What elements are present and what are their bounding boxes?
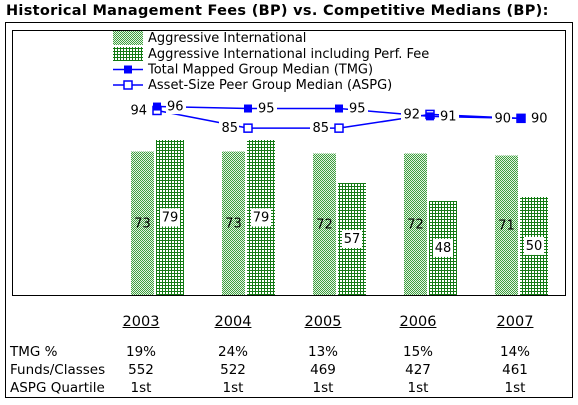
tmg-marker [517,114,525,123]
bar-value-label: 71 [498,218,515,233]
bar-value-label: 72 [316,217,333,232]
tmg-marker [426,112,434,121]
chart-title: Historical Management Fees (BP) vs. Comp… [6,3,549,19]
legend-item: Asset-Size Peer Group Median (ASPG) [113,78,392,93]
legend-label: Aggressive International including Perf.… [148,47,429,62]
tmg-value-label-box [530,110,550,126]
aspg-legend-marker [123,80,133,90]
legend-item: Aggressive International [113,31,306,46]
aspg-marker [334,123,344,133]
aspg-value-label-box [401,106,421,122]
tmg-value-label: 95 [258,102,275,117]
dotted-bar [313,153,336,295]
chart-frame [5,22,573,398]
aspg-marker [243,123,253,133]
line-value-labels-group: 94 85 85 92 90 96 95 95 91 90 [128,99,550,136]
bar-value-label: 57 [344,232,361,247]
tmg-value-label-box [257,101,277,117]
row-label-tmg-pct: TMG % [10,344,58,360]
bar-value-label: 48 [435,241,452,256]
dotted-bar [404,153,427,295]
tmg-value-label: 91 [440,109,457,124]
row-label-aspg-quartile: ASPG Quartile [10,380,105,396]
year-label: 2004 [214,314,252,330]
bars-group [131,139,548,295]
legend-label: Total Mapped Group Median (TMG) [147,63,373,78]
bar-value-label-box [160,208,180,227]
table-cell: 1st [130,380,152,396]
year-label: 2005 [304,314,342,330]
legend-item: Aggressive International including Perf.… [113,47,429,62]
tmg-marker [153,102,161,111]
bar-value-label-box [342,230,362,249]
dotted-legend-swatch [113,31,143,45]
tmg-value-label-box [439,108,459,124]
bar-value-label: 50 [526,239,543,254]
bar-value-label: 73 [225,216,242,231]
aspg-value-label: 85 [312,121,329,136]
legend-item: Total Mapped Group Median (TMG) [113,63,373,78]
tmg-legend-marker [124,65,132,74]
bar-value-label-box [251,208,271,227]
aspg-value-label-box [310,120,330,136]
table-cell: 19% [125,344,156,360]
legend-label: Asset-Size Peer Group Median (ASPG) [148,78,392,93]
aspg-value-label-box [492,110,512,126]
grid-legend-swatch [113,47,143,61]
bar-value-label: 79 [162,210,179,225]
table-cell: 461 [502,362,528,378]
tmg-marker [335,104,343,113]
aspg-value-label: 90 [494,111,511,126]
bar-value-label: 72 [407,217,424,232]
legend-label: Aggressive International [148,31,306,46]
aspg-value-label-box [219,120,239,136]
dotted-bar [495,155,518,295]
dotted-bar [222,151,245,295]
aspg-value-label: 85 [221,121,238,136]
tmg-marker [244,104,252,113]
table-cell: 24% [217,344,248,360]
table-cell: 1st [222,380,244,396]
year-label: 2006 [399,314,437,330]
bar-value-label-box [433,238,453,257]
tmg-value-label: 95 [349,102,366,117]
tmg-value-label-box [166,99,186,115]
bar-value-label: 73 [134,216,151,231]
tmg-value-label-box [348,101,368,117]
year-label: 2003 [122,314,160,330]
aspg-value-label-box [128,102,148,118]
plot-area [12,30,566,296]
table-cell: 427 [405,362,431,378]
bar-value-labels-group: 73 73 72 72 71 79 79 57 48 50 [134,208,544,257]
tmg-value-label: 96 [167,100,184,115]
table-cell: 1st [504,380,526,396]
year-label: 2007 [496,314,534,330]
bar-value-label: 79 [253,210,270,225]
table-cell: 14% [499,344,530,360]
table-cell: 469 [310,362,336,378]
table-cell: 15% [402,344,433,360]
tmg-value-label: 90 [531,111,548,126]
aspg-value-label: 92 [403,107,420,122]
table-cell: 1st [312,380,334,396]
table-cell: 552 [128,362,154,378]
lines-group [152,102,526,133]
aspg-value-label: 94 [130,103,147,118]
dotted-bar [131,151,154,295]
row-label-funds-classes: Funds/Classes [10,362,106,378]
bar-value-label-box [524,236,544,255]
table-cell: 522 [220,362,246,378]
table-cell: 1st [407,380,429,396]
table-cell: 13% [307,344,338,360]
